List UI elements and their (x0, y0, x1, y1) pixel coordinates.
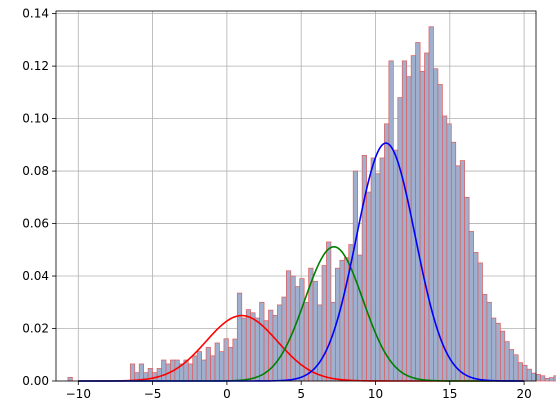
histogram-bar (495, 322, 501, 382)
histogram-bar (129, 363, 136, 382)
histogram-bars (67, 26, 556, 382)
histogram-bar (223, 338, 229, 382)
histogram-bar (455, 165, 461, 382)
histogram-bar (464, 196, 470, 382)
histogram-bar (250, 312, 256, 382)
x-tick-label: 10 (368, 387, 383, 401)
x-tick-label: −10 (66, 387, 91, 401)
x-tick-label: −5 (144, 387, 162, 401)
histogram-bar (504, 341, 510, 382)
x-tick-label: 0 (223, 387, 231, 401)
histogram-bar (281, 296, 287, 382)
histogram-bar (473, 252, 479, 382)
histogram-bar (450, 141, 457, 382)
y-tick-label: 0.02 (22, 322, 49, 336)
histogram-bar (442, 115, 448, 382)
histogram-bar (392, 149, 399, 382)
histogram-bar (196, 351, 202, 382)
histogram-bar (370, 157, 376, 382)
y-tick-label: 0.08 (22, 164, 49, 178)
histogram-bar (553, 375, 556, 382)
histogram-bar (459, 160, 466, 382)
histogram-bar (531, 372, 537, 382)
histogram-bar (406, 76, 412, 382)
histogram-bar (326, 241, 332, 382)
histogram-bar (285, 270, 292, 382)
histogram-bar (499, 330, 506, 382)
histogram-bar (330, 301, 336, 382)
histogram-bar (174, 359, 180, 382)
histogram-bar (138, 363, 145, 382)
histogram-bar (508, 349, 515, 382)
y-axis: 0.00 0.02 0.04 0.06 0.08 0.10 0.12 0.14 (22, 7, 56, 388)
histogram-bar (192, 355, 198, 382)
histogram-bar (241, 317, 247, 382)
x-tick-label: 20 (516, 387, 531, 401)
histogram-bar (468, 231, 474, 382)
histogram-bar (526, 368, 532, 382)
histogram-bar (232, 338, 238, 382)
histogram-bar (156, 368, 162, 382)
histogram-bar (522, 364, 528, 382)
histogram-bar (201, 359, 207, 382)
y-tick-label: 0.10 (22, 112, 49, 126)
plot-frame (55, 10, 537, 382)
histogram-bar (294, 286, 301, 382)
y-tick-label: 0.14 (22, 7, 49, 21)
histogram-bar (540, 375, 546, 382)
x-tick-label: 15 (442, 387, 457, 401)
y-tick-label: 0.06 (22, 217, 49, 231)
histogram-bar (366, 191, 372, 382)
histogram-bar (254, 317, 260, 382)
histogram-bar (205, 347, 211, 382)
histogram-bar (535, 374, 541, 382)
y-tick-label: 0.04 (22, 269, 49, 283)
histogram-bar (415, 42, 421, 382)
histogram-bar (384, 123, 390, 382)
histogram-bar (397, 97, 403, 382)
histogram-bar (486, 301, 492, 382)
histogram-bar (210, 355, 216, 382)
histogram-bar (272, 315, 278, 382)
y-tick-label: 0.00 (22, 374, 49, 388)
histogram-bar (228, 347, 234, 382)
x-tick-label: 5 (297, 387, 305, 401)
histogram-bar (419, 71, 425, 382)
histogram-bar (339, 259, 345, 382)
histogram-bar (428, 26, 434, 382)
histogram-bar (236, 292, 243, 382)
histogram-bar (187, 363, 194, 382)
histogram-bar (67, 376, 73, 382)
histogram-bar (317, 304, 323, 382)
histogram-bar (477, 262, 483, 382)
histogram-bar (245, 309, 252, 382)
histogram-bar (446, 123, 452, 382)
histogram-bar (517, 362, 523, 382)
histogram-bar (482, 294, 488, 382)
histogram-bar (433, 68, 439, 382)
histogram-bar (161, 359, 167, 382)
histogram-bar (321, 265, 327, 382)
histogram-bar (219, 351, 225, 382)
histogram-bar (401, 60, 408, 382)
histogram-bar (513, 354, 519, 382)
histogram-bar (388, 60, 394, 382)
x-axis: −10 −5 0 5 10 15 20 (66, 381, 532, 401)
histogram-bar (544, 378, 550, 382)
histogram-bar (259, 301, 265, 382)
histogram-bar (375, 173, 381, 382)
y-tick-label: 0.12 (22, 59, 49, 73)
histogram-bar (549, 377, 555, 382)
histogram-bar (214, 342, 220, 382)
histogram-bar (491, 317, 497, 382)
histogram-bar (357, 254, 363, 382)
histogram-bar (424, 52, 430, 382)
